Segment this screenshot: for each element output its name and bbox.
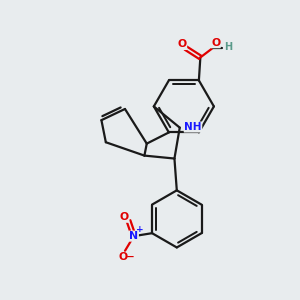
Text: O: O	[119, 252, 128, 262]
Text: +: +	[136, 225, 144, 234]
Text: −: −	[126, 252, 135, 262]
Text: O: O	[119, 212, 129, 222]
Text: N: N	[129, 231, 138, 241]
Text: H: H	[224, 42, 232, 52]
Text: O: O	[211, 38, 220, 48]
Text: O: O	[178, 40, 187, 50]
Text: NH: NH	[184, 122, 202, 132]
